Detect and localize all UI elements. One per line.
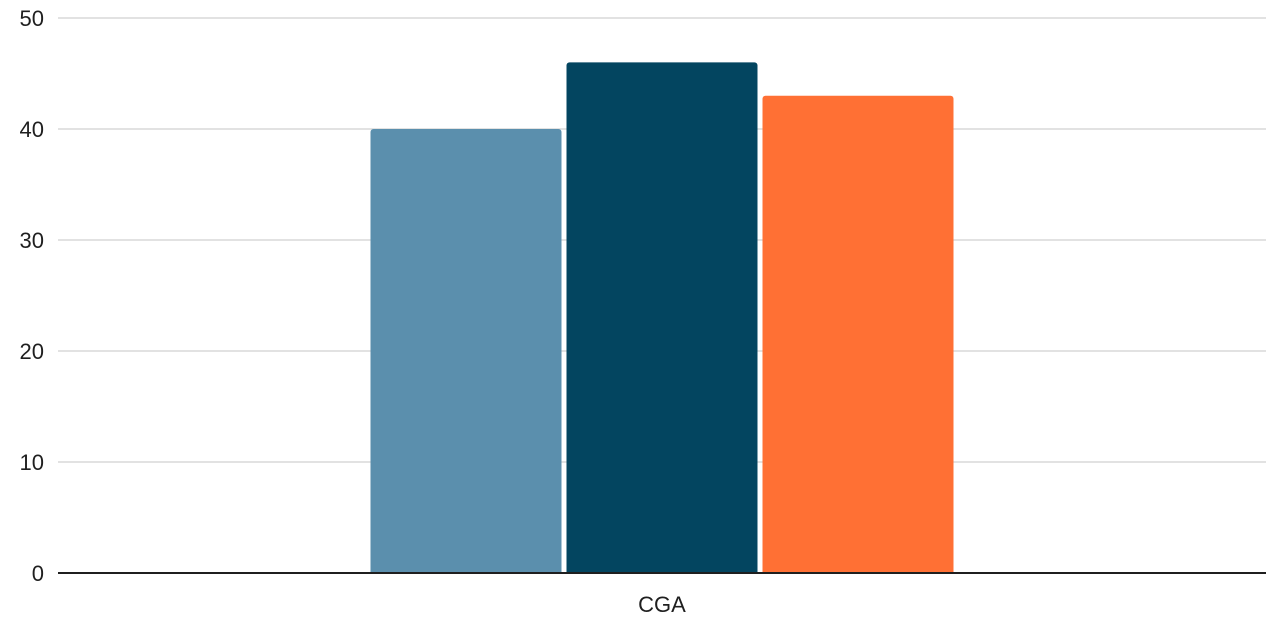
y-tick-label-10: 10 [20,450,44,475]
bar-base-series-3-CGA [762,569,954,573]
y-tick-label-20: 20 [20,339,44,364]
bar-base-series-2-CGA [566,569,758,573]
labels: 0 10 20 30 40 50 CGA [20,6,687,617]
bar-series-1-CGA [370,129,562,573]
bars [370,62,954,574]
y-tick-label-40: 40 [20,117,44,142]
x-category-label: CGA [638,592,686,617]
y-tick-label-30: 30 [20,228,44,253]
bar-base-series-1-CGA [370,569,562,573]
y-tick-label-50: 50 [20,6,44,31]
bar-series-3-CGA [762,95,954,573]
y-tick-label-0: 0 [32,561,44,586]
bar-series-2-CGA [566,62,758,574]
